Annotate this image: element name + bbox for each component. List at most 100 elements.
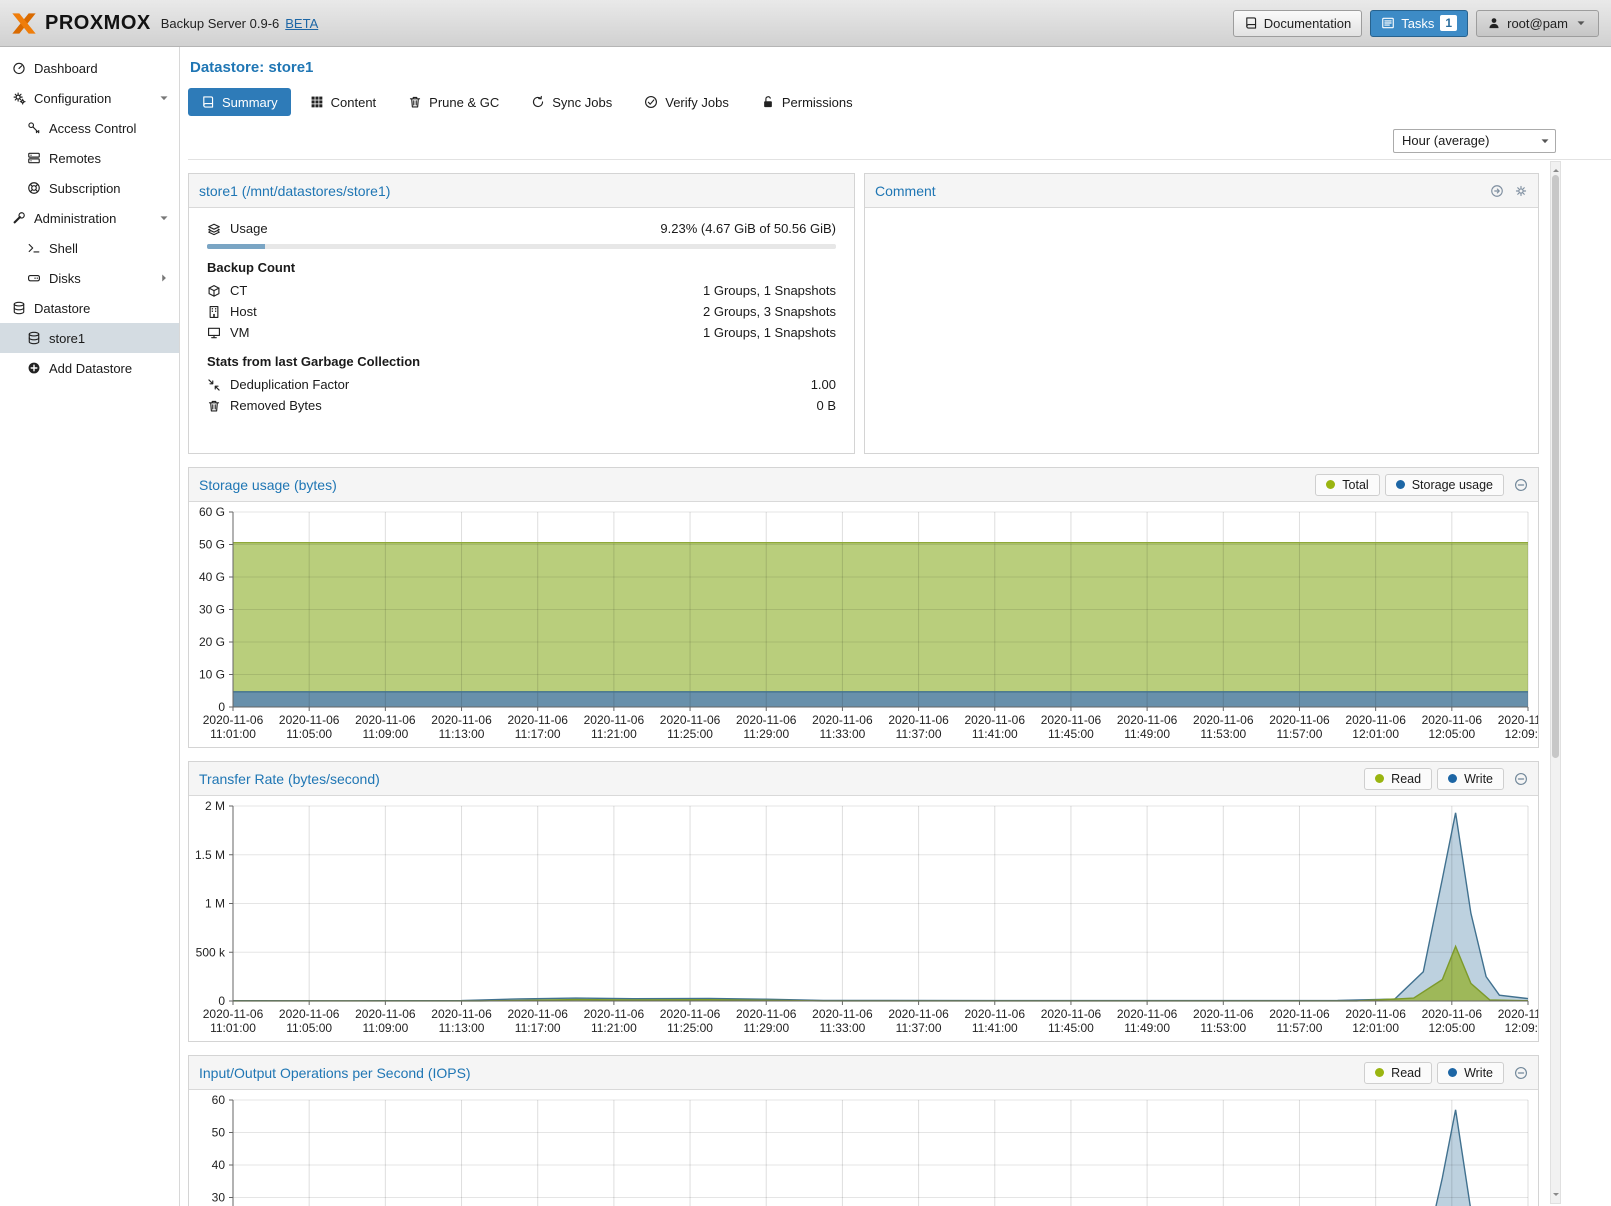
svg-text:50 G: 50 G (199, 538, 225, 552)
sidebar-item-subscription[interactable]: Subscription (0, 173, 179, 203)
svg-text:11:17:00: 11:17:00 (515, 1021, 561, 1035)
tab-prune-gc[interactable]: Prune & GC (395, 88, 512, 116)
legend-write[interactable]: Write (1437, 1061, 1504, 1084)
brand-text: PROXMOX (45, 11, 151, 34)
svg-text:11:53:00: 11:53:00 (1200, 727, 1246, 741)
legend-read[interactable]: Read (1364, 1061, 1433, 1084)
svg-text:2020-11-06: 2020-11-06 (1345, 1007, 1406, 1021)
sidebar-item-dashboard[interactable]: Dashboard (0, 53, 179, 83)
datastore-summary-panel: store1 (/mnt/datastores/store1) Usage 9.… (188, 173, 855, 454)
svg-text:40: 40 (212, 1158, 226, 1172)
sidebar-item-administration[interactable]: Administration (0, 203, 179, 233)
sidebar-item-shell[interactable]: Shell (0, 233, 179, 263)
storage-usage-chart: 2020-11-06 11:01:00 2020-11-06 11:05:00 2020… (189, 502, 1538, 747)
legend-read[interactable]: Read (1364, 767, 1433, 790)
sidebar: Dashboard Configuration Access Control R… (0, 47, 180, 1206)
gc-row-removed-bytes: Removed Bytes 0 B (207, 395, 836, 416)
tab-content[interactable]: Content (297, 88, 390, 116)
collapse-icon[interactable] (1514, 1066, 1528, 1080)
svg-text:2020-11-06: 2020-11-06 (1269, 713, 1330, 727)
tasks-button[interactable]: Tasks 1 (1370, 9, 1469, 37)
collapse-icon[interactable] (1514, 772, 1528, 786)
svg-text:60: 60 (212, 1093, 226, 1107)
tab-verify-jobs[interactable]: Verify Jobs (631, 88, 742, 116)
legend-total[interactable]: Total (1315, 473, 1380, 496)
arrow-circle-icon[interactable] (1490, 184, 1504, 198)
svg-text:2020-11-06: 2020-11-06 (584, 1007, 645, 1021)
svg-text:11:33:00: 11:33:00 (819, 727, 865, 741)
svg-text:11:25:00: 11:25:00 (667, 727, 713, 741)
svg-text:12:09:00: 12:09:00 (1505, 1021, 1538, 1035)
transfer-rate-title: Transfer Rate (bytes/second) (199, 770, 380, 787)
legend-write[interactable]: Write (1437, 767, 1504, 790)
gc-stats-heading: Stats from last Garbage Collection (207, 354, 421, 369)
time-range-select[interactable]: Hour (average) (1393, 128, 1556, 153)
svg-text:11:45:00: 11:45:00 (1048, 727, 1094, 741)
svg-text:40 G: 40 G (199, 570, 225, 584)
sidebar-item-access-control[interactable]: Access Control (0, 113, 179, 143)
svg-text:11:37:00: 11:37:00 (896, 1021, 942, 1035)
svg-text:11:49:00: 11:49:00 (1124, 727, 1170, 741)
transfer-rate-legend: Read Write (1364, 767, 1504, 790)
svg-text:2020-11-06: 2020-11-06 (431, 1007, 492, 1021)
svg-text:2020-11-06: 2020-11-06 (965, 713, 1026, 727)
svg-text:2020-11-06: 2020-11-06 (736, 1007, 797, 1021)
svg-text:50: 50 (212, 1126, 226, 1140)
tab-sync-jobs[interactable]: Sync Jobs (518, 88, 625, 116)
svg-text:11:01:00: 11:01:00 (210, 727, 256, 741)
scrollbar-thumb[interactable] (1552, 175, 1559, 758)
sidebar-item-disks[interactable]: Disks (0, 263, 179, 293)
gear-icon[interactable] (1514, 184, 1528, 198)
svg-text:11:21:00: 11:21:00 (591, 1021, 637, 1035)
svg-text:2020-11-06: 2020-11-06 (355, 1007, 416, 1021)
svg-text:2020-11-06: 2020-11-06 (1193, 1007, 1254, 1021)
plus-circle-icon (27, 361, 41, 375)
documentation-button[interactable]: Documentation (1232, 9, 1363, 37)
page-title: Datastore: store1 (190, 59, 314, 76)
top-bar: PROXMOX Backup Server 0.9-6 BETA Documen… (0, 0, 1611, 47)
svg-text:11:25:00: 11:25:00 (667, 1021, 713, 1035)
wrench-icon (12, 211, 26, 225)
svg-text:2020-11-06: 2020-11-06 (1498, 1007, 1538, 1021)
write-dot-icon (1448, 1068, 1458, 1077)
scroll-up-icon[interactable] (1552, 166, 1559, 172)
user-menu-button[interactable]: root@pam (1476, 9, 1599, 37)
beta-link[interactable]: BETA (285, 15, 319, 31)
svg-text:2020-11-06: 2020-11-06 (1498, 713, 1538, 727)
sidebar-item-store1[interactable]: store1 (0, 323, 179, 353)
svg-text:2020-11-06: 2020-11-06 (1117, 713, 1178, 727)
user-icon (1487, 16, 1501, 30)
tab-summary[interactable]: Summary (188, 88, 291, 116)
cube-icon (207, 284, 221, 298)
vertical-scrollbar[interactable] (1550, 161, 1561, 1204)
user-label: root@pam (1507, 15, 1568, 31)
sidebar-item-add-datastore[interactable]: Add Datastore (0, 353, 179, 383)
backup-count-heading: Backup Count (207, 260, 296, 275)
svg-text:10 G: 10 G (199, 668, 225, 682)
sidebar-item-remotes[interactable]: Remotes (0, 143, 179, 173)
svg-text:12:01:00: 12:01:00 (1352, 1021, 1399, 1035)
svg-text:0: 0 (218, 994, 225, 1008)
svg-text:11:01:00: 11:01:00 (210, 1021, 256, 1035)
transfer-rate-chart: 2020-11-06 11:01:00 2020-11-06 11:05:00 2020… (189, 796, 1538, 1041)
time-range-value: Hour (average) (1402, 133, 1490, 148)
legend-storage-usage[interactable]: Storage usage (1384, 473, 1504, 496)
transfer-rate-header: Transfer Rate (bytes/second) Read Write (189, 762, 1538, 796)
book-icon (1244, 16, 1258, 30)
svg-text:2020-11-06: 2020-11-06 (355, 713, 416, 727)
svg-text:11:13:00: 11:13:00 (439, 1021, 485, 1035)
tab-permissions[interactable]: Permissions (748, 88, 866, 116)
svg-text:11:13:00: 11:13:00 (439, 727, 485, 741)
sidebar-item-datastore[interactable]: Datastore (0, 293, 179, 323)
scroll-down-icon[interactable] (1552, 1193, 1559, 1199)
cogs-icon (12, 91, 26, 105)
storage-usage-panel: Storage usage (bytes) Total Storage usag… (188, 467, 1539, 748)
sidebar-item-configuration[interactable]: Configuration (0, 83, 179, 113)
iops-legend: Read Write (1364, 1061, 1504, 1084)
select-caret-icon (1535, 134, 1555, 148)
svg-text:12:09:00: 12:09:00 (1505, 727, 1538, 741)
transfer-rate-panel: Transfer Rate (bytes/second) Read Write (188, 761, 1539, 1042)
proxmox-logo: PROXMOX (10, 11, 151, 36)
collapse-icon[interactable] (1514, 478, 1528, 492)
